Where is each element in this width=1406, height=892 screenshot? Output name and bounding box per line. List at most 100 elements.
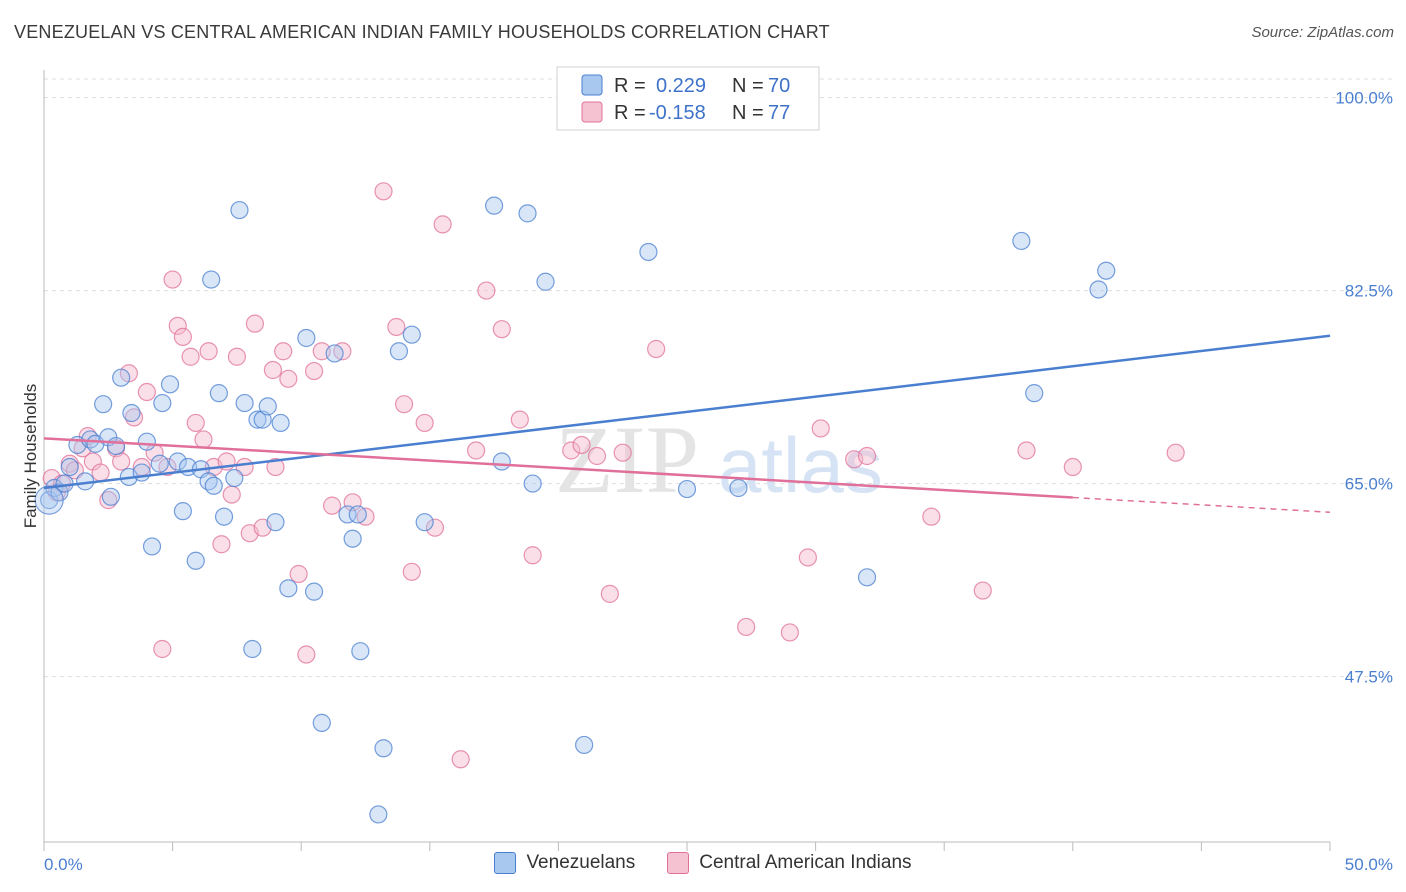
- central-american-indian-point-33: [245, 314, 265, 333]
- series-central-american-indians: [42, 182, 1185, 769]
- legend-n-label-pink: N =: [732, 102, 764, 124]
- venezuelan-point-4: [60, 457, 79, 477]
- central-american-indian-point-17: [153, 639, 172, 659]
- venezuelan-point-68: [1089, 280, 1108, 299]
- legend-n-value-blue: 70: [768, 75, 790, 97]
- venezuelan-point-45: [325, 344, 344, 363]
- venezuelan-point-51: [374, 739, 393, 758]
- venezuelan-point-55: [485, 196, 504, 215]
- central-american-indian-point-74: [1063, 457, 1082, 477]
- series-legend: Venezuelans Central American Indians: [0, 852, 1406, 874]
- central-american-indian-point-54: [451, 750, 470, 769]
- central-american-indian-point-24: [194, 430, 213, 449]
- x-tick-label-1: 50.0%: [1345, 855, 1393, 874]
- central-american-indian-point-39: [289, 564, 308, 584]
- central-american-indian-point-20: [168, 316, 187, 335]
- legend-item-central-american-indians[interactable]: Central American Indians: [667, 852, 912, 874]
- venezuelan-point-cluster: [34, 485, 64, 515]
- legend-label-venezuelans: Venezuelans: [526, 852, 636, 873]
- central-american-indian-point-30: [227, 347, 246, 366]
- axes: [43, 70, 1331, 851]
- venezuelan-point-13: [112, 368, 131, 387]
- legend-r-label-blue: R =: [614, 75, 646, 97]
- y-tick-label-1: 65.0%: [1345, 475, 1393, 494]
- central-american-indian-point-60: [562, 441, 581, 460]
- central-american-indian-point-67: [798, 548, 817, 567]
- central-american-indian-point-9: [99, 491, 118, 510]
- central-american-indian-point-40: [297, 645, 316, 664]
- venezuelan-point-30: [209, 384, 228, 403]
- venezuelan-point-41: [279, 579, 298, 598]
- legend-r-value-blue: 0.229: [656, 75, 706, 97]
- central-american-indian-point-57: [492, 320, 511, 339]
- venezuelan-point-34: [235, 393, 254, 413]
- venezuelan-point-67: [1012, 231, 1031, 251]
- central-american-indian-point-19: [163, 270, 182, 289]
- venezuelan-point-42: [297, 328, 316, 348]
- central-american-indian-point-52: [425, 518, 445, 537]
- venezuelan-point-59: [536, 272, 555, 291]
- venezuelan-point-21: [160, 375, 180, 394]
- venezuelan-point-12: [106, 436, 126, 456]
- central-american-indian-point-53: [433, 215, 452, 234]
- legend-swatch-central-american-indians: [667, 852, 690, 874]
- central-american-indian-point-59: [523, 546, 542, 565]
- legend-r-value-pink: -0.158: [649, 102, 706, 124]
- stats-legend: R = 0.229 N = 70 R = -0.158 N = 77: [556, 66, 820, 131]
- venezuelan-point-56: [492, 452, 511, 471]
- central-american-indian-point-49: [394, 395, 414, 414]
- legend-n-label-blue: N =: [732, 75, 764, 97]
- central-american-indian-point-56: [477, 281, 496, 300]
- central-american-indian-point-71: [922, 507, 941, 526]
- series-venezuelans: [34, 82, 1116, 824]
- venezuelan-point-33: [230, 200, 249, 220]
- central-american-indian-point-22: [181, 347, 200, 366]
- y-tick-labels: 47.5% 65.0% 82.5% 100.0%: [1335, 89, 1393, 687]
- x-tick-label-0: 0.0%: [44, 855, 83, 874]
- trend-line-central-american-indians-extension: [1072, 496, 1331, 513]
- trend-lines: [43, 334, 1331, 513]
- venezuelan-point-39: [266, 513, 285, 532]
- trend-line-central-american-indians: [43, 437, 1073, 499]
- central-american-indian-point-63: [600, 584, 619, 603]
- watermark-atlas: atlas: [718, 421, 883, 509]
- venezuelan-point-35: [243, 639, 262, 659]
- central-american-indian-point-37: [274, 342, 293, 361]
- venezuelan-point-54: [415, 513, 434, 532]
- venezuelan-point-66: [1025, 384, 1044, 403]
- central-american-indian-point-66: [737, 617, 756, 637]
- venezuelan-point-38: [258, 397, 277, 416]
- venezuelan-point-46: [338, 505, 357, 524]
- y-tick-label-0: 47.5%: [1345, 668, 1393, 687]
- central-american-indian-point-48: [387, 317, 406, 337]
- central-american-indian-point-50: [402, 562, 421, 581]
- venezuelan-point-60: [575, 735, 594, 755]
- venezuelan-point-61: [639, 242, 658, 262]
- central-american-indian-point-65: [647, 339, 666, 359]
- central-american-indian-point-25: [199, 342, 218, 361]
- central-american-indian-point-70: [857, 446, 877, 466]
- central-american-indian-point-38: [279, 369, 298, 388]
- venezuelan-point-47: [343, 529, 362, 548]
- central-american-indian-point-36: [266, 457, 285, 477]
- central-american-indian-point-11: [112, 452, 131, 471]
- venezuelan-point-50: [369, 805, 388, 824]
- central-american-indian-point-29: [222, 485, 241, 504]
- venezuelan-point-65: [857, 568, 877, 587]
- central-american-indian-point-61: [572, 435, 591, 455]
- venezuelan-point-53: [402, 325, 421, 344]
- central-american-indian-point-58: [510, 410, 529, 429]
- legend-item-venezuelans[interactable]: Venezuelans: [494, 852, 635, 874]
- legend-swatch-venezuelans: [494, 852, 517, 874]
- venezuelan-point-9: [94, 395, 113, 414]
- legend-r-label-pink: R =: [614, 102, 646, 124]
- venezuelan-point-49: [351, 642, 370, 661]
- venezuelan-point-44: [312, 713, 331, 732]
- central-american-indian-point-43: [322, 496, 342, 515]
- central-american-indian-point-41: [304, 361, 324, 381]
- venezuelan-point-23: [173, 502, 192, 521]
- y-tick-label-3: 100.0%: [1335, 89, 1393, 108]
- central-american-indian-point-15: [137, 382, 156, 402]
- central-american-indian-point-21: [173, 327, 192, 346]
